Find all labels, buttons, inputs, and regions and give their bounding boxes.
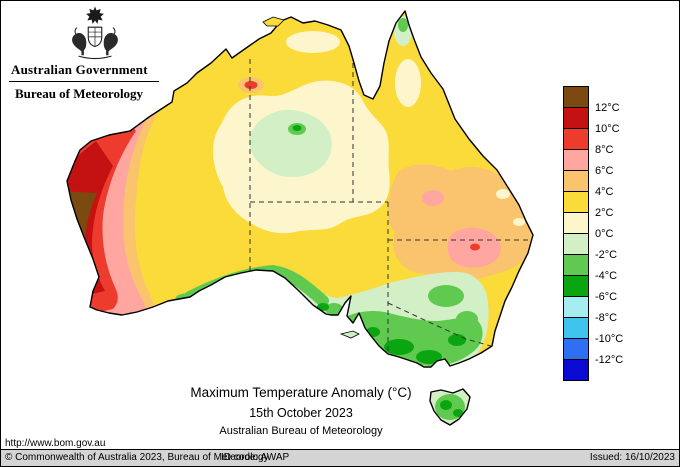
legend-cell (563, 359, 589, 381)
legend-label: -4°C (595, 270, 618, 282)
anomaly-region (428, 285, 464, 307)
anomaly-region (496, 189, 510, 199)
anomaly-region (470, 243, 480, 251)
legend-cell: -10°C (563, 317, 623, 345)
anomaly-region (292, 125, 302, 131)
anomaly-region (395, 59, 421, 107)
legend-label: -10°C (595, 333, 624, 345)
legend-cell: 2°C (563, 191, 613, 219)
government-title: Australian Government (11, 62, 148, 77)
anomaly-region (440, 400, 452, 410)
legend-label: -6°C (595, 291, 618, 303)
footer-copyright: © Commonwealth of Australia 2023, Bureau… (5, 452, 269, 463)
legend-cell: 8°C (563, 128, 613, 156)
anomaly-region (286, 31, 340, 53)
legend-label: 8°C (595, 144, 614, 156)
anomaly-region (422, 190, 444, 206)
legend-label: 6°C (595, 165, 614, 177)
bureau-title: Bureau of Meteorology (15, 86, 144, 101)
legend-cell: -6°C (563, 275, 617, 303)
anomaly-region (154, 92, 170, 104)
state-border-line (387, 302, 492, 347)
legend-cell: -12°C (563, 338, 623, 366)
anomaly-region (384, 339, 414, 355)
anomaly-region (398, 18, 408, 32)
legend-label: 10°C (595, 123, 620, 135)
coat-of-arms-icon (72, 6, 118, 60)
legend-label: 12°C (595, 102, 620, 114)
anomaly-region (249, 109, 332, 178)
map-source: Australian Bureau of Meteorology (219, 425, 383, 437)
header-divider (9, 81, 159, 82)
legend-label: 2°C (595, 207, 614, 219)
state-borders (249, 59, 529, 354)
legend-cell: -4°C (563, 254, 617, 282)
footer-issued: Issued: 16/10/2023 (589, 452, 675, 463)
anomaly-region (453, 409, 463, 417)
legend-cell: 10°C (563, 107, 620, 135)
map-title: Maximum Temperature Anomaly (°C) (190, 385, 412, 400)
kangaroo-island (339, 330, 360, 339)
legend-cell: -8°C (563, 296, 617, 324)
map-regions (67, 11, 533, 425)
map-date: 15th October 2023 (249, 406, 353, 420)
anomaly-region (513, 218, 525, 226)
legend: 12°C 10°C 8°C 6°C 4°C 2°C 0°C -2°C -4°C -6°C -8°C -… (563, 86, 623, 381)
anomaly-region (341, 311, 483, 367)
legend-label: 0°C (595, 228, 614, 240)
legend-label: -8°C (595, 312, 618, 324)
footer-id-code: ID code: AWAP (221, 452, 290, 463)
government-header: Australian Government Bureau of Meteorol… (9, 5, 181, 102)
map-titles: Maximum Temperature Anomaly (°C) 15th Oc… (96, 385, 506, 437)
legend-cell: 0°C (563, 212, 613, 240)
anomaly-region (456, 311, 478, 327)
legend-label: -2°C (595, 249, 618, 261)
legend-label: 4°C (595, 186, 614, 198)
legend-cell: -2°C (563, 233, 617, 261)
coastline (66, 10, 534, 426)
tiwi-islands (262, 16, 285, 27)
anomaly-region (416, 350, 442, 364)
legend-cell: 6°C (563, 149, 613, 177)
legend-cell: 12°C (563, 86, 620, 114)
legend-label: -12°C (595, 354, 624, 366)
anomaly-region (325, 303, 343, 315)
anomaly-region (244, 81, 258, 89)
bom-url: http://www.bom.gov.au (5, 438, 106, 449)
anomaly-region (448, 334, 466, 346)
legend-cell: 4°C (563, 170, 613, 198)
footer-bar: © Commonwealth of Australia 2023, Bureau… (1, 449, 679, 466)
